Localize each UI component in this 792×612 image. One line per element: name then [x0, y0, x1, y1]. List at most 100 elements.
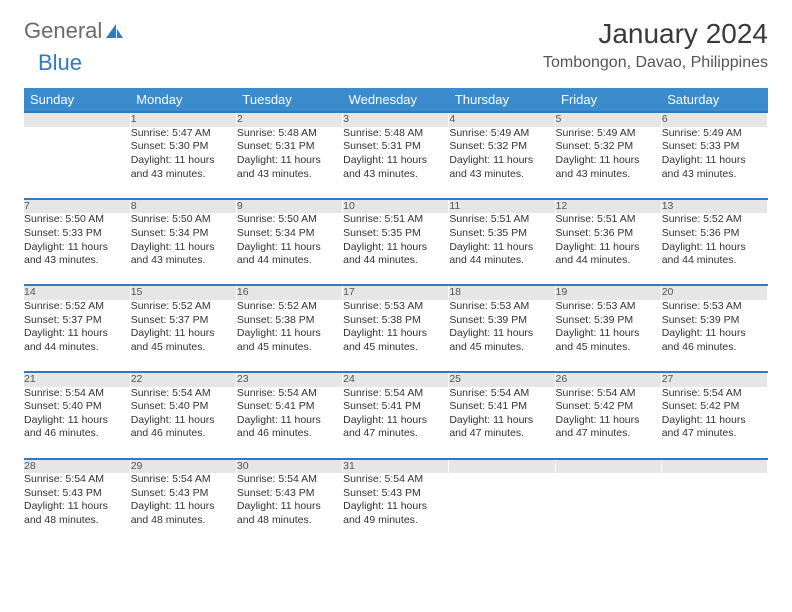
- day-cell: Sunrise: 5:49 AMSunset: 5:32 PMDaylight:…: [449, 127, 555, 199]
- day-number: 13: [661, 199, 767, 214]
- day-number: 3: [343, 112, 449, 127]
- daylight-text: and 44 minutes.: [556, 254, 661, 268]
- logo: General: [24, 18, 124, 44]
- daylight-text: Daylight: 11 hours: [131, 500, 236, 514]
- sunset-text: Sunset: 5:40 PM: [24, 400, 130, 414]
- sunset-text: Sunset: 5:36 PM: [662, 227, 767, 241]
- daylight-text: and 44 minutes.: [662, 254, 767, 268]
- day-cell: Sunrise: 5:53 AMSunset: 5:39 PMDaylight:…: [555, 300, 661, 372]
- sunset-text: Sunset: 5:35 PM: [343, 227, 448, 241]
- sunrise-text: Sunrise: 5:53 AM: [343, 300, 448, 314]
- day-cell: Sunrise: 5:52 AMSunset: 5:37 PMDaylight:…: [130, 300, 236, 372]
- day-number: 18: [449, 285, 555, 300]
- day-number-row: 78910111213: [24, 199, 768, 214]
- daylight-text: and 48 minutes.: [237, 514, 342, 528]
- daylight-text: and 48 minutes.: [131, 514, 236, 528]
- day-cell: Sunrise: 5:53 AMSunset: 5:39 PMDaylight:…: [449, 300, 555, 372]
- day-cell: Sunrise: 5:53 AMSunset: 5:38 PMDaylight:…: [343, 300, 449, 372]
- daylight-text: Daylight: 11 hours: [343, 327, 448, 341]
- daylight-text: and 46 minutes.: [24, 427, 130, 441]
- sunrise-text: Sunrise: 5:51 AM: [449, 213, 554, 227]
- daylight-text: and 44 minutes.: [343, 254, 448, 268]
- logo-text-blue: Blue: [38, 50, 82, 75]
- day-cell: Sunrise: 5:54 AMSunset: 5:41 PMDaylight:…: [236, 387, 342, 459]
- sunset-text: Sunset: 5:43 PM: [343, 487, 448, 501]
- day-cell: [661, 473, 767, 545]
- sunrise-text: Sunrise: 5:50 AM: [24, 213, 130, 227]
- day-number: 23: [236, 372, 342, 387]
- daylight-text: and 46 minutes.: [237, 427, 342, 441]
- day-number: [24, 112, 130, 127]
- day-number: 11: [449, 199, 555, 214]
- daylight-text: and 46 minutes.: [662, 341, 767, 355]
- daylight-text: Daylight: 11 hours: [237, 327, 342, 341]
- sunrise-text: Sunrise: 5:52 AM: [237, 300, 342, 314]
- sunset-text: Sunset: 5:43 PM: [24, 487, 130, 501]
- sunset-text: Sunset: 5:32 PM: [556, 140, 661, 154]
- day-number: 8: [130, 199, 236, 214]
- daylight-text: and 43 minutes.: [24, 254, 130, 268]
- daylight-text: and 43 minutes.: [237, 168, 342, 182]
- sunset-text: Sunset: 5:30 PM: [131, 140, 236, 154]
- daylight-text: and 43 minutes.: [449, 168, 554, 182]
- day-cell: Sunrise: 5:47 AMSunset: 5:30 PMDaylight:…: [130, 127, 236, 199]
- day-cell: [449, 473, 555, 545]
- sunset-text: Sunset: 5:43 PM: [131, 487, 236, 501]
- calendar-table: Sunday Monday Tuesday Wednesday Thursday…: [24, 88, 768, 545]
- sunrise-text: Sunrise: 5:54 AM: [237, 387, 342, 401]
- day-number: 14: [24, 285, 130, 300]
- daylight-text: Daylight: 11 hours: [449, 241, 554, 255]
- sunrise-text: Sunrise: 5:54 AM: [131, 387, 236, 401]
- day-cell: Sunrise: 5:48 AMSunset: 5:31 PMDaylight:…: [236, 127, 342, 199]
- day-content-row: Sunrise: 5:54 AMSunset: 5:43 PMDaylight:…: [24, 473, 768, 545]
- sunrise-text: Sunrise: 5:54 AM: [343, 387, 448, 401]
- daylight-text: Daylight: 11 hours: [237, 500, 342, 514]
- sunrise-text: Sunrise: 5:53 AM: [662, 300, 767, 314]
- day-cell: Sunrise: 5:50 AMSunset: 5:34 PMDaylight:…: [236, 213, 342, 285]
- daylight-text: and 44 minutes.: [449, 254, 554, 268]
- sunrise-text: Sunrise: 5:54 AM: [449, 387, 554, 401]
- sunset-text: Sunset: 5:33 PM: [662, 140, 767, 154]
- daylight-text: Daylight: 11 hours: [343, 154, 448, 168]
- day-number-row: 14151617181920: [24, 285, 768, 300]
- month-title: January 2024: [543, 18, 768, 50]
- daylight-text: Daylight: 11 hours: [131, 241, 236, 255]
- daylight-text: and 45 minutes.: [449, 341, 554, 355]
- day-cell: Sunrise: 5:51 AMSunset: 5:36 PMDaylight:…: [555, 213, 661, 285]
- day-number: [661, 459, 767, 474]
- day-number: 6: [661, 112, 767, 127]
- sunrise-text: Sunrise: 5:54 AM: [662, 387, 767, 401]
- sunrise-text: Sunrise: 5:53 AM: [556, 300, 661, 314]
- daylight-text: and 43 minutes.: [662, 168, 767, 182]
- daylight-text: Daylight: 11 hours: [662, 414, 767, 428]
- logo-sail-icon: [104, 22, 124, 40]
- sunrise-text: Sunrise: 5:52 AM: [662, 213, 767, 227]
- day-number: 16: [236, 285, 342, 300]
- sunset-text: Sunset: 5:37 PM: [24, 314, 130, 328]
- day-cell: Sunrise: 5:54 AMSunset: 5:40 PMDaylight:…: [130, 387, 236, 459]
- day-number-row: 28293031: [24, 459, 768, 474]
- day-cell: Sunrise: 5:52 AMSunset: 5:36 PMDaylight:…: [661, 213, 767, 285]
- daylight-text: Daylight: 11 hours: [556, 327, 661, 341]
- sunset-text: Sunset: 5:41 PM: [237, 400, 342, 414]
- sunset-text: Sunset: 5:41 PM: [343, 400, 448, 414]
- daylight-text: and 44 minutes.: [24, 341, 130, 355]
- day-number: 5: [555, 112, 661, 127]
- day-number: 29: [130, 459, 236, 474]
- day-number: 22: [130, 372, 236, 387]
- day-number: 4: [449, 112, 555, 127]
- daylight-text: Daylight: 11 hours: [449, 414, 554, 428]
- day-cell: [555, 473, 661, 545]
- sunset-text: Sunset: 5:39 PM: [662, 314, 767, 328]
- sunset-text: Sunset: 5:31 PM: [343, 140, 448, 154]
- day-cell: Sunrise: 5:51 AMSunset: 5:35 PMDaylight:…: [449, 213, 555, 285]
- day-number: 12: [555, 199, 661, 214]
- daylight-text: and 43 minutes.: [556, 168, 661, 182]
- daylight-text: Daylight: 11 hours: [662, 327, 767, 341]
- day-cell: Sunrise: 5:54 AMSunset: 5:43 PMDaylight:…: [236, 473, 342, 545]
- sunset-text: Sunset: 5:32 PM: [449, 140, 554, 154]
- day-cell: Sunrise: 5:54 AMSunset: 5:43 PMDaylight:…: [130, 473, 236, 545]
- weekday-header: Thursday: [449, 88, 555, 112]
- day-cell: Sunrise: 5:54 AMSunset: 5:41 PMDaylight:…: [343, 387, 449, 459]
- daylight-text: Daylight: 11 hours: [556, 154, 661, 168]
